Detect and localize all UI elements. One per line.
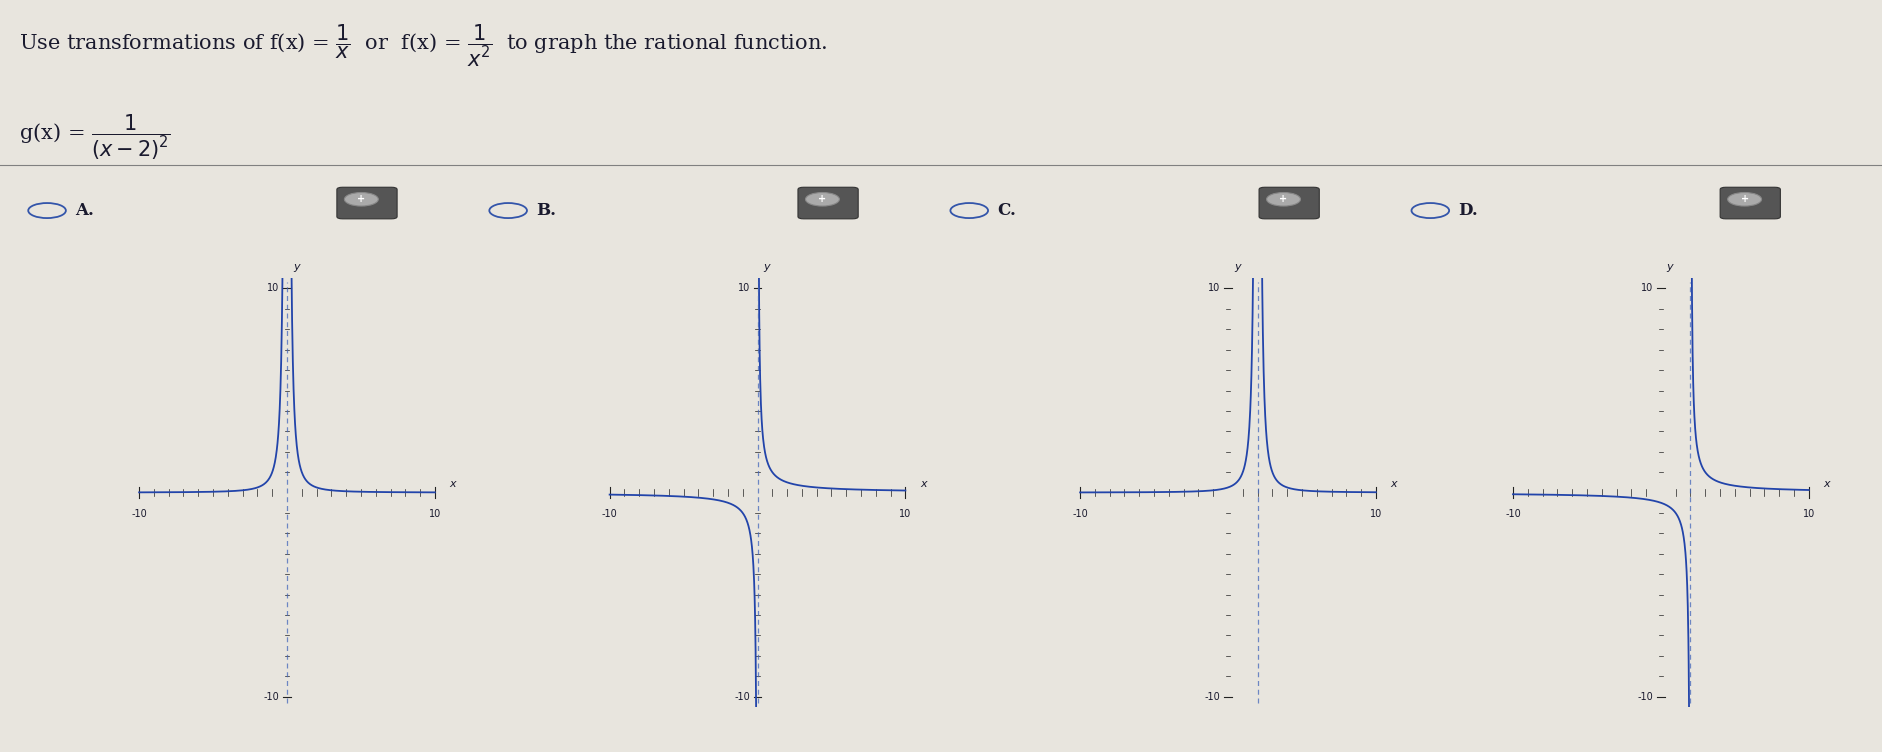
- Text: +: +: [819, 194, 826, 205]
- Text: 10: 10: [267, 284, 280, 293]
- Text: -10: -10: [602, 509, 617, 519]
- Text: -10: -10: [1073, 509, 1088, 519]
- Text: +: +: [1741, 194, 1748, 205]
- Text: -10: -10: [1204, 692, 1221, 702]
- Text: y: y: [764, 262, 770, 272]
- Text: C.: C.: [997, 202, 1016, 219]
- Text: y: y: [1667, 262, 1673, 272]
- Text: g(x) = $\dfrac{1}{(x-2)^2}$: g(x) = $\dfrac{1}{(x-2)^2}$: [19, 113, 171, 162]
- Text: x: x: [1824, 479, 1829, 490]
- Text: x: x: [450, 479, 455, 490]
- Text: 10: 10: [900, 509, 911, 519]
- Text: y: y: [1235, 262, 1240, 272]
- Text: 10: 10: [1208, 284, 1221, 293]
- Text: Use transformations of f(x) = $\dfrac{1}{x}$  or  f(x) = $\dfrac{1}{x^2}$  to gr: Use transformations of f(x) = $\dfrac{1}…: [19, 23, 828, 68]
- Text: 10: 10: [1803, 509, 1814, 519]
- Text: +: +: [1280, 194, 1287, 205]
- Text: B.: B.: [536, 202, 557, 219]
- Text: 10: 10: [738, 284, 751, 293]
- Text: x: x: [1391, 479, 1396, 490]
- Text: +: +: [358, 194, 365, 205]
- Text: 10: 10: [1641, 284, 1654, 293]
- Text: -10: -10: [1637, 692, 1654, 702]
- Text: -10: -10: [1506, 509, 1521, 519]
- Text: -10: -10: [263, 692, 280, 702]
- Text: D.: D.: [1459, 202, 1477, 219]
- Text: x: x: [920, 479, 926, 490]
- Text: A.: A.: [75, 202, 94, 219]
- Text: y: y: [294, 262, 299, 272]
- Text: -10: -10: [132, 509, 147, 519]
- Text: -10: -10: [734, 692, 751, 702]
- Text: 10: 10: [429, 509, 440, 519]
- Text: 10: 10: [1370, 509, 1381, 519]
